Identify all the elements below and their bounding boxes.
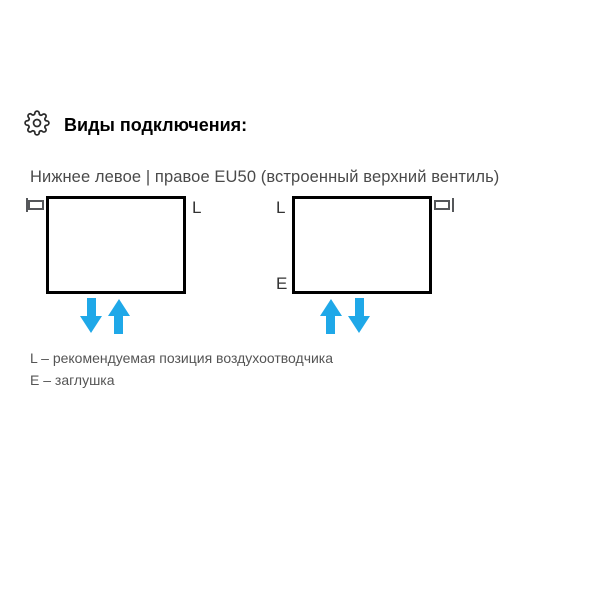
section-title: Виды подключения:	[64, 115, 247, 136]
flow-arrow-4	[348, 298, 370, 334]
radiator-left	[46, 196, 186, 294]
diagram-canvas: Виды подключения: Нижнее левое | правое …	[0, 0, 600, 600]
diagram-subtitle: Нижнее левое | правое EU50 (встроенный в…	[30, 168, 499, 187]
valve-right	[434, 200, 450, 210]
gear-icon	[24, 110, 50, 141]
legend: L – рекомендуемая позиция воздухоотводчи…	[30, 348, 333, 391]
label-l-left: L	[192, 198, 201, 218]
valve-right-cap	[452, 198, 454, 212]
radiator-right	[292, 196, 432, 294]
legend-line-1: L – рекомендуемая позиция воздухоотводчи…	[30, 348, 333, 370]
valve-left	[28, 200, 44, 210]
label-e: E	[276, 274, 287, 294]
section-title-row: Виды подключения:	[24, 110, 247, 141]
legend-line-2: E – заглушка	[30, 370, 333, 392]
valve-left-cap	[26, 198, 28, 212]
flow-arrow-1	[80, 298, 102, 334]
flow-arrow-3	[320, 298, 342, 334]
flow-arrow-2	[108, 298, 130, 334]
label-l-right: L	[276, 198, 285, 218]
